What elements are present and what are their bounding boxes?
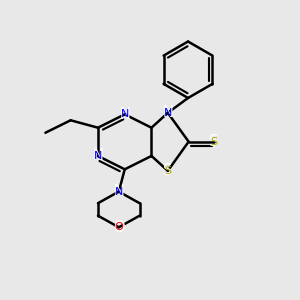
Text: N: N bbox=[164, 108, 172, 118]
Text: N: N bbox=[113, 184, 124, 199]
Text: S: S bbox=[163, 163, 172, 178]
Text: N: N bbox=[94, 151, 102, 161]
Text: N: N bbox=[162, 105, 173, 120]
Text: S: S bbox=[210, 137, 218, 147]
Text: N: N bbox=[115, 187, 123, 196]
Text: O: O bbox=[113, 220, 124, 235]
Text: N: N bbox=[119, 107, 130, 122]
Text: N: N bbox=[121, 109, 129, 119]
Text: N: N bbox=[92, 148, 104, 164]
Text: O: O bbox=[114, 222, 123, 232]
Text: S: S bbox=[209, 134, 219, 149]
Text: S: S bbox=[164, 166, 171, 176]
